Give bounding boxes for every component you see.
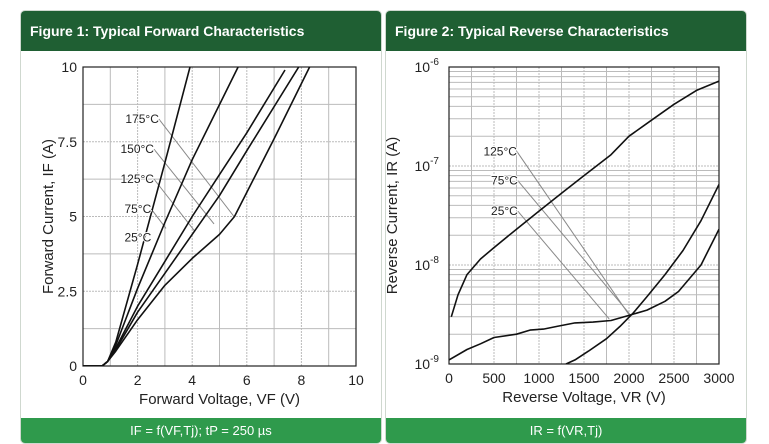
annotation-leader (153, 148, 215, 225)
x-tick-label: 3000 (703, 370, 734, 386)
reverse-chart: 0 500 1000 1500 2000 2500 3000 10-9 10-8 10-7 10-6… (386, 57, 735, 406)
x-tick-label: 8 (298, 372, 306, 388)
forward-chart: 0 2 4 6 8 10 0 2.5 5 7.5 10 Forward Voltage, VF (V)… (40, 59, 364, 408)
x-axis-label: Forward Voltage, VF (V) (139, 391, 300, 408)
y-tick-label: 10-8 (415, 255, 440, 273)
plot-frame (448, 66, 720, 365)
figure-1-caption: IF = f(VF,Tj); tP = 250 µs (21, 418, 381, 443)
y-tick-label: 7.5 (58, 134, 78, 150)
figure-2-caption: IR = f(VR,Tj) (386, 418, 746, 443)
plot-frame (82, 66, 357, 367)
series-line-25°C (565, 184, 719, 364)
annotation-label: 150°C (120, 142, 154, 156)
x-tick-label: 2 (134, 372, 142, 388)
figure-2-title: Figure 2: Typical Reverse Characteristic… (386, 11, 746, 51)
annotation-label: 125°C (120, 172, 154, 186)
series-line-75°C (449, 228, 719, 361)
annotation-label: 125°C (483, 145, 517, 159)
x-tick-label: 6 (243, 372, 251, 388)
y-axis-label: Forward Current, IF (A) (40, 139, 57, 294)
series-line-125°C (450, 80, 719, 318)
y-tick-label: 10-6 (415, 57, 440, 75)
annotation-label: 25°C (491, 204, 518, 218)
annotation-leader (516, 151, 631, 317)
x-tick-label: 0 (445, 370, 453, 386)
x-axis-label: Reverse Voltage, VR (V) (502, 389, 665, 406)
y-tick-label: 5 (69, 209, 77, 225)
x-tick-label: 1000 (523, 370, 554, 386)
annotation-label: 75°C (124, 202, 151, 216)
y-tick-label: 10-7 (415, 156, 440, 174)
x-tick-label: 10 (348, 372, 364, 388)
annotation-label: 175°C (125, 112, 159, 126)
series-line-25°C (83, 67, 191, 366)
annotation-leader (517, 180, 632, 316)
x-tick-label: 4 (188, 372, 196, 388)
y-tick-label: 0 (69, 358, 77, 374)
figure-1-panel: Figure 1: Typical Forward Characteristic… (20, 10, 382, 444)
figure-2-panel: Figure 2: Typical Reverse Characteristic… (385, 10, 747, 444)
y-tick-label: 10-9 (415, 354, 440, 372)
x-tick-label: 500 (482, 370, 506, 386)
series-line-75°C (83, 67, 239, 366)
figure-1-title: Figure 1: Typical Forward Characteristic… (21, 11, 381, 51)
x-tick-label: 2000 (613, 370, 644, 386)
x-tick-label: 0 (79, 372, 87, 388)
annotation-label: 75°C (491, 174, 518, 188)
y-tick-label: 10 (61, 59, 77, 75)
x-tick-label: 1500 (568, 370, 599, 386)
annotation-leader (517, 210, 610, 320)
annotation-label: 25°C (124, 230, 151, 244)
x-tick-label: 2500 (658, 370, 689, 386)
series-line-175°C (83, 67, 311, 366)
y-tick-label: 2.5 (58, 283, 78, 299)
y-axis-label: Reverse Current, IR (A) (386, 137, 401, 295)
